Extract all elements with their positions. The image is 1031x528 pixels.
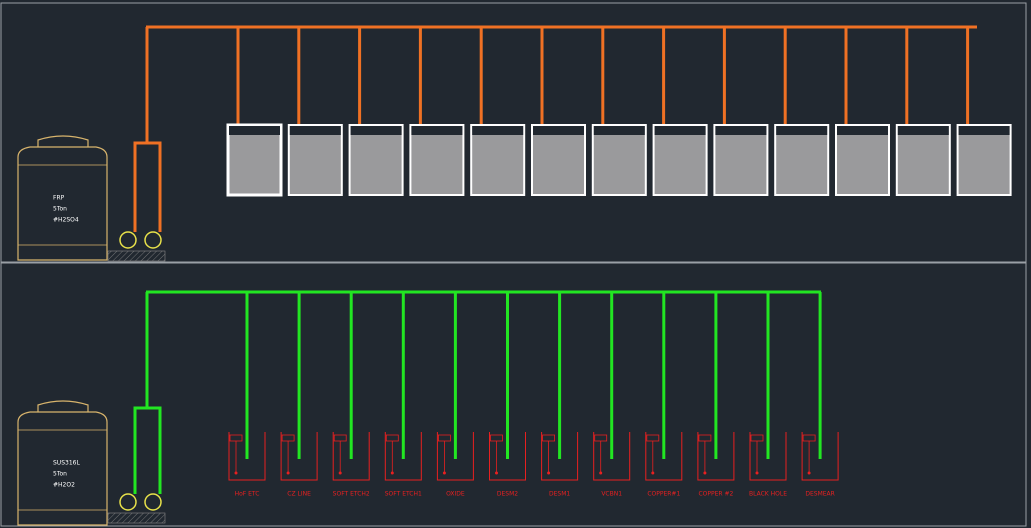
tank-top: [837, 126, 888, 135]
nozzle-tip: [703, 471, 707, 475]
nozzle-tip: [338, 471, 342, 475]
tank-top: [654, 126, 706, 135]
storage-tank: [17, 135, 108, 261]
process-tank: [591, 124, 647, 196]
tank-top: [593, 126, 645, 135]
pump-pipe: [133, 27, 162, 232]
bath: [801, 432, 839, 481]
process-tank: [652, 124, 708, 196]
bath-label: DESMEAR: [805, 491, 834, 498]
process-tank: [287, 124, 343, 196]
bath-label: BLACK HOLE: [749, 491, 787, 498]
nozzle-tip: [286, 471, 290, 475]
pump-pipe: [133, 292, 162, 494]
bath: [384, 432, 422, 481]
bath: [436, 432, 474, 481]
tank-label: FRP: [53, 195, 65, 202]
top-panel: [0, 2, 1027, 263]
bath: [280, 432, 318, 481]
tank-top: [289, 126, 341, 135]
tank-top: [533, 126, 584, 135]
process-tank: [409, 124, 465, 196]
pump: [144, 231, 162, 249]
bath-label: CZ LINE: [287, 491, 311, 498]
nozzle-tip: [390, 471, 394, 475]
process-tank: [531, 124, 586, 196]
bath: [541, 432, 579, 481]
bath-label: HoF ETC: [235, 491, 260, 498]
bath-label: DESM2: [497, 491, 518, 498]
process-tank: [895, 124, 951, 196]
bath-label: OXIDE: [446, 491, 465, 498]
nozzle-tip: [755, 471, 759, 475]
tank-label: SUS316L: [53, 460, 80, 467]
bath-label: DESM1: [549, 491, 570, 498]
process-tank: [226, 123, 283, 197]
nozzle-tip: [234, 471, 238, 475]
bath: [228, 432, 266, 481]
bath-label: COPPER#1: [647, 491, 680, 498]
pump: [144, 493, 162, 511]
bath-label: SOFT ETCH2: [333, 491, 370, 498]
process-tank: [713, 124, 769, 196]
tank-top: [897, 126, 949, 135]
bath-label: COPPER #2: [698, 491, 733, 498]
process-tank: [774, 124, 830, 196]
process-tank: [956, 124, 1012, 196]
pump: [119, 231, 137, 249]
pump-base: [107, 512, 166, 524]
bath-label: SOFT ETCH1: [385, 491, 422, 498]
nozzle-tip: [547, 471, 551, 475]
tank-top: [350, 126, 402, 135]
nozzle-tip: [807, 471, 811, 475]
nozzle-tip: [651, 471, 655, 475]
nozzle-tip: [442, 471, 446, 475]
bath: [645, 432, 683, 481]
tank-label: #H2SO4: [53, 217, 79, 224]
tank-top: [229, 126, 280, 135]
bath: [697, 432, 735, 481]
tank-top: [958, 126, 1010, 135]
tank-top: [411, 126, 463, 135]
bottom-panel: [0, 262, 1027, 527]
process-tank: [470, 124, 526, 196]
tank-label: 5Ton: [53, 206, 67, 213]
storage-tank: [17, 400, 108, 526]
tank-top: [776, 126, 828, 135]
pump-base: [107, 250, 166, 262]
tank-top: [715, 126, 767, 135]
tank-label: 5Ton: [53, 471, 67, 478]
tank-label: #H2O2: [53, 482, 75, 489]
tank-top: [472, 126, 524, 135]
nozzle-tip: [599, 471, 603, 475]
nozzle-tip: [495, 471, 498, 475]
pump: [119, 493, 137, 511]
bath: [593, 432, 631, 481]
bath: [489, 432, 526, 481]
bath-label: VCBN1: [601, 491, 622, 498]
process-tank: [835, 124, 890, 196]
process-tank: [348, 124, 404, 196]
bath: [749, 432, 787, 481]
bath: [332, 432, 370, 481]
